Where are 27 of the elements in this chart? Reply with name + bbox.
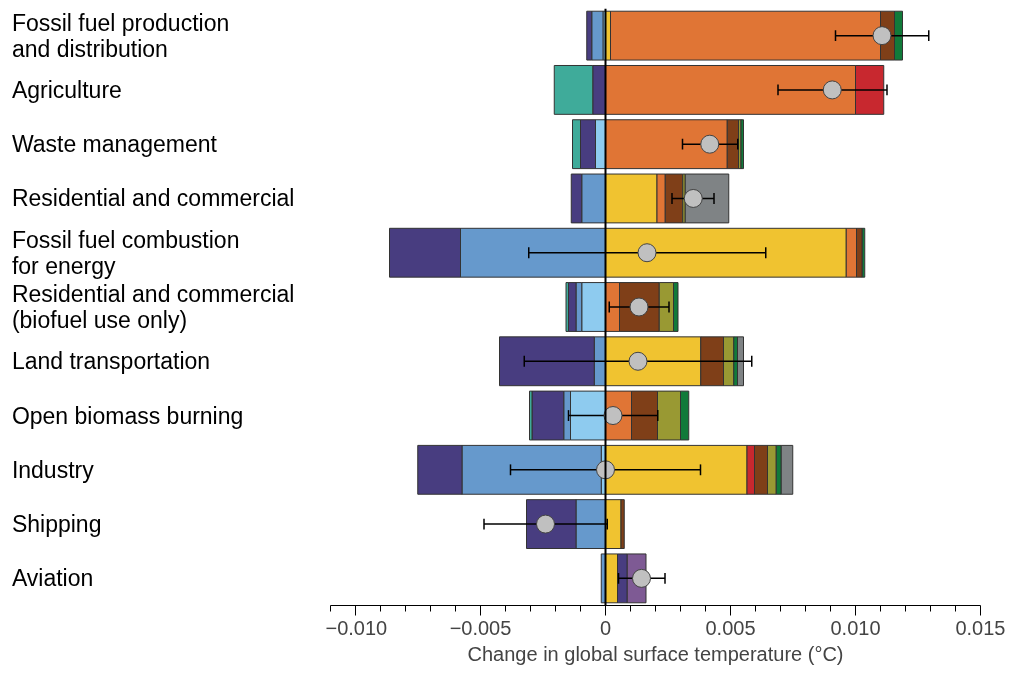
y-tick-label: Fossil fuel combustion for energy: [11, 226, 240, 279]
point: [822, 80, 842, 100]
y-tick-label: Shipping: [11, 511, 102, 538]
x-axis-title: Change in global surface temperature (°C): [467, 642, 844, 665]
y-tick-label: Residential and commercial (biofuel use only): [11, 281, 295, 333]
y-tick-label: Land transportation: [11, 348, 211, 375]
point: [872, 26, 892, 46]
bar: [780, 444, 794, 495]
x-tick-label: 0: [599, 616, 612, 639]
x-tick-label: −0.010: [325, 616, 388, 639]
y-tick-label: Agriculture: [11, 76, 122, 103]
point: [700, 134, 720, 154]
y-tick-label: Open biomass burning: [11, 402, 244, 429]
point: [637, 243, 657, 263]
y-tick-label: Aviation: [11, 565, 94, 592]
point: [683, 188, 703, 208]
y-tick-label: Industry: [11, 456, 95, 483]
bar: [737, 336, 744, 387]
bar: [581, 282, 606, 332]
y-tick-label: Fossil fuel production and distribution: [11, 9, 230, 62]
y-tick-label: Residential and commercial: [11, 185, 295, 212]
x-tick-label: −0.005: [449, 616, 512, 639]
x-tick-label: 0.015: [955, 616, 1006, 639]
x-tick-label: 0.005: [705, 616, 756, 639]
y-tick-label: Waste management: [11, 131, 218, 158]
point: [628, 351, 648, 371]
x-tick-label: 0.010: [830, 616, 881, 639]
